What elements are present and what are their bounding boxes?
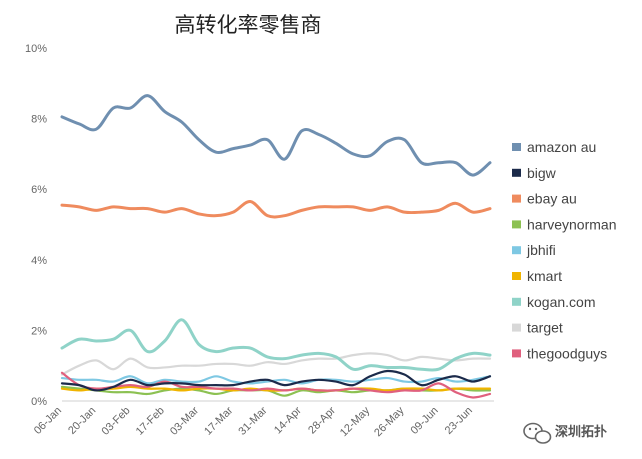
legend-label-harveynorman: harveynorman bbox=[527, 216, 617, 232]
series-line-jbhifi bbox=[60, 375, 492, 385]
x-tick-label: 12-May bbox=[338, 404, 373, 439]
series-line-bigw bbox=[60, 369, 492, 392]
watermark-text: 深圳拓扑 bbox=[555, 424, 607, 440]
x-tick-label: 31-Mar bbox=[236, 404, 269, 437]
x-tick-label: 17-Mar bbox=[202, 404, 235, 437]
legend-label-thegoodguys: thegoodguys bbox=[527, 345, 607, 361]
legend-label-kmart: kmart bbox=[527, 268, 562, 284]
legend-swatch-amazon-au bbox=[512, 143, 521, 151]
y-tick-label: 0% bbox=[31, 396, 47, 408]
wechat-icon bbox=[523, 422, 552, 444]
x-tick-label: 17-Feb bbox=[134, 405, 167, 438]
legend-label-ebay-au: ebay au bbox=[527, 191, 577, 207]
x-tick-label: 14-Apr bbox=[272, 404, 304, 436]
legend-swatch-harveynorman bbox=[512, 220, 521, 229]
legend-swatch-kogan-com bbox=[512, 297, 521, 306]
y-tick-label: 4% bbox=[31, 255, 47, 267]
legend-swatch-kmart bbox=[512, 272, 521, 280]
legend-swatch-jbhifi bbox=[512, 246, 521, 255]
y-tick-label: 6% bbox=[31, 184, 47, 196]
legend-swatch-bigw bbox=[512, 168, 521, 177]
y-tick-label: 10% bbox=[25, 43, 47, 55]
legend: amazon au bigw ebay au harveynorman jbhifi km… bbox=[512, 139, 617, 361]
legend-swatch-ebay-au bbox=[512, 194, 521, 203]
watermark: 深圳拓扑 bbox=[523, 422, 607, 444]
legend-swatch-thegoodguys bbox=[512, 349, 521, 358]
series-line-kogan-com bbox=[60, 318, 492, 372]
series-group bbox=[60, 94, 492, 399]
y-tick-label: 2% bbox=[31, 325, 47, 337]
series-line-amazon-au bbox=[60, 94, 492, 177]
x-tick-label: 20-Jan bbox=[66, 405, 98, 437]
y-tick-label: 8% bbox=[31, 114, 47, 126]
legend-label-amazon-au: amazon au bbox=[527, 139, 596, 155]
series-line-thegoodguys bbox=[60, 371, 492, 399]
x-tick-label: 26-May bbox=[372, 404, 407, 439]
x-tick-label: 28-Apr bbox=[306, 404, 338, 436]
x-tick-label: 03-Feb bbox=[99, 405, 132, 438]
series-line-ebay-au bbox=[60, 200, 492, 219]
legend-label-kogan-com: kogan.com bbox=[527, 294, 595, 310]
x-tick-label: 23-Jun bbox=[443, 405, 475, 437]
x-tick-label: 09-Jun bbox=[408, 405, 440, 437]
legend-label-bigw: bigw bbox=[527, 165, 557, 181]
legend-label-jbhifi: jbhifi bbox=[526, 242, 556, 258]
chart-title: 高转化率零售商 bbox=[175, 13, 322, 37]
legend-label-target: target bbox=[527, 320, 563, 336]
x-tick-label: 03-Mar bbox=[168, 404, 201, 437]
series-line-target bbox=[60, 352, 492, 376]
x-tick-label: 06-Jan bbox=[32, 405, 64, 437]
legend-swatch-target bbox=[512, 323, 521, 332]
